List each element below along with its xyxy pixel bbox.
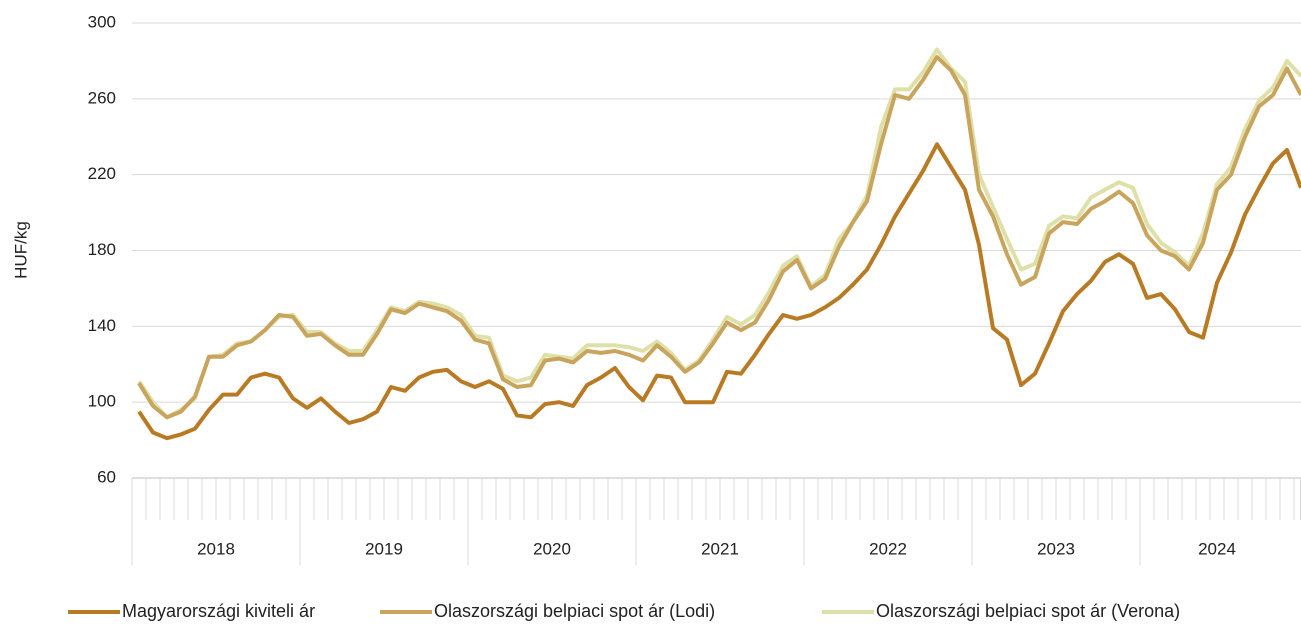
x-group-label: 2023 [1037, 539, 1075, 558]
series-line [137, 55, 1301, 420]
y-tick-label: 300 [88, 12, 116, 31]
x-group-label: 2019 [365, 539, 403, 558]
y-tick-label: 220 [88, 164, 116, 183]
series-line [137, 47, 1301, 420]
y-tick-label: 140 [88, 316, 116, 335]
x-group-label: 2022 [869, 539, 907, 558]
legend-label: Olaszországi belpiaci spot ár (Verona) [876, 601, 1180, 621]
y-tick-label: 260 [88, 88, 116, 107]
legend-label: Magyarországi kiviteli ár [122, 601, 315, 621]
x-group-label: 2020 [533, 539, 571, 558]
y-tick-label: 180 [88, 240, 116, 259]
series-line [137, 142, 1301, 441]
y-tick-label: 100 [88, 392, 116, 411]
legend: Magyarországi kiviteli ár Olaszországi be… [68, 601, 1180, 621]
x-group-label: 2024 [1198, 539, 1236, 558]
x-group-label: 2021 [701, 539, 739, 558]
x-group-label: 2018 [197, 539, 235, 558]
y-tick-label: 60 [97, 467, 116, 486]
y-axis-label: HUF/kg [11, 221, 30, 279]
legend-label: Olaszországi belpiaci spot ár (Lodi) [434, 601, 715, 621]
